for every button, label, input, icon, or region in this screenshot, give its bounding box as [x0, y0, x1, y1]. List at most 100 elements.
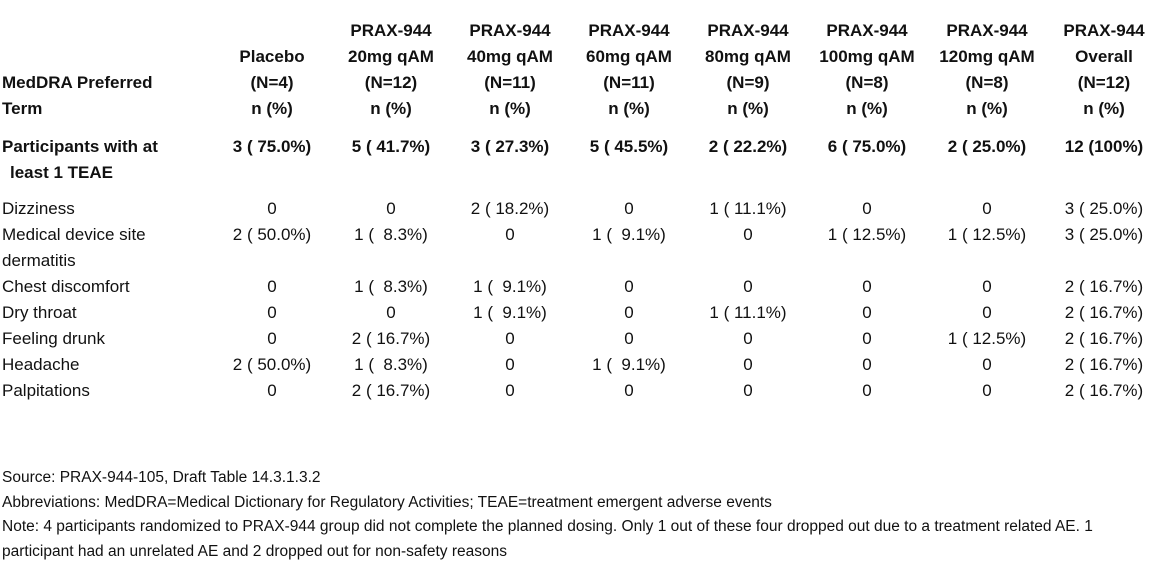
- table-cell: 3 ( 25.0%): [1064, 225, 1144, 244]
- table-cell: 12 (100%): [1064, 137, 1144, 156]
- table-cell: 2 ( 50.0%): [232, 355, 312, 374]
- table-cell: 5 ( 45.5%): [589, 137, 669, 156]
- column-header-line: n (%): [251, 99, 293, 118]
- table-row: Palpitations 0 2 ( 16.7%) 0 0 0 0 0 2 ( …: [0, 378, 1160, 404]
- table-cell: 0: [982, 355, 992, 374]
- table-cell: 0: [862, 303, 872, 322]
- column-header-line: (N=11): [603, 73, 655, 92]
- table-cell: 2 ( 16.7%): [1064, 277, 1144, 296]
- table-row: Dizziness 0 0 2 ( 18.2%) 0 1 ( 11.1%) 0 …: [0, 196, 1160, 222]
- table-cell: 0: [267, 381, 277, 400]
- table-cell: 0: [267, 277, 277, 296]
- column-header-line: 40mg qAM: [467, 47, 553, 66]
- preferred-term: Medical device site dermatitis: [2, 225, 146, 270]
- column-header-line: (N=12): [1077, 73, 1131, 92]
- column-header-120mg: PRAX-944 120mg qAM (N=8) n (%): [926, 18, 1048, 122]
- table-cell: 0: [267, 303, 277, 322]
- column-header-line: (N=4): [250, 73, 294, 92]
- table-cell: 0: [505, 381, 515, 400]
- table-cell: 0: [505, 329, 515, 348]
- column-header-overall: PRAX-944 Overall (N=12) n (%): [1048, 18, 1160, 122]
- table-row: Medical device site dermatitis 2 ( 50.0%…: [0, 222, 1160, 274]
- table-cell: 3 ( 25.0%): [1064, 199, 1144, 218]
- table-cell: 0: [862, 329, 872, 348]
- column-header-line: n (%): [966, 99, 1008, 118]
- summary-row: Participants with at least 1 TEAE 3 ( 75…: [0, 122, 1160, 186]
- table-cell: 1 ( 9.1%): [473, 277, 547, 296]
- column-header-line: 80mg qAM: [705, 47, 791, 66]
- table-cell: 0: [743, 381, 753, 400]
- table-cell: 1 ( 9.1%): [592, 225, 666, 244]
- table-row: Dry throat 0 0 1 ( 9.1%) 0 1 ( 11.1%) 0 …: [0, 300, 1160, 326]
- column-header-line: n (%): [846, 99, 888, 118]
- column-header-60mg: PRAX-944 60mg qAM (N=11) n (%): [570, 18, 688, 122]
- preferred-term: Dry throat: [2, 303, 77, 322]
- preferred-term: Dizziness: [2, 199, 75, 218]
- table-cell: 1 ( 12.5%): [827, 225, 907, 244]
- table-cell: 2 ( 16.7%): [1064, 355, 1144, 374]
- table-cell: 0: [267, 329, 277, 348]
- column-header-line: PRAX-944: [350, 21, 432, 40]
- table-cell: 0: [743, 329, 753, 348]
- table-header-row: MedDRA Preferred Term Placebo (N=4) n (%…: [0, 18, 1160, 122]
- table-cell: 0: [982, 381, 992, 400]
- table-cell: 0: [862, 381, 872, 400]
- table-cell: 1 ( 11.1%): [709, 303, 787, 322]
- table-cell: 1 ( 9.1%): [592, 355, 666, 374]
- column-header-line: n (%): [489, 99, 531, 118]
- table-cell: 0: [743, 277, 753, 296]
- spacer-row: [0, 186, 1160, 196]
- column-header-40mg: PRAX-944 40mg qAM (N=11) n (%): [450, 18, 570, 122]
- table-cell: 3 ( 75.0%): [232, 137, 312, 156]
- column-header-100mg: PRAX-944 100mg qAM (N=8) n (%): [808, 18, 926, 122]
- preferred-term: Feeling drunk: [2, 329, 106, 348]
- table-cell: 1 ( 8.3%): [354, 355, 428, 374]
- column-header-line: PRAX-944: [707, 21, 789, 40]
- column-header-line: 60mg qAM: [586, 47, 672, 66]
- table-cell: 0: [743, 355, 753, 374]
- table-cell: 0: [505, 225, 515, 244]
- footnotes: Source: PRAX-944-105, Draft Table 14.3.1…: [2, 466, 1152, 564]
- column-header-80mg: PRAX-944 80mg qAM (N=9) n (%): [688, 18, 808, 122]
- table-cell: 2 ( 16.7%): [1064, 381, 1144, 400]
- column-header-line: PRAX-944: [588, 21, 670, 40]
- preferred-term: Headache: [2, 355, 80, 374]
- table-cell: 0: [624, 199, 634, 218]
- table-cell: 1 ( 12.5%): [947, 329, 1027, 348]
- column-header-line: PRAX-944: [469, 21, 551, 40]
- column-header-placebo: Placebo (N=4) n (%): [212, 18, 332, 122]
- summary-label-line: least 1 TEAE: [10, 163, 113, 182]
- column-header-line: PRAX-944: [1063, 21, 1145, 40]
- column-header-line: (N=12): [364, 73, 418, 92]
- table-cell: 3 ( 27.3%): [470, 137, 550, 156]
- table-cell: 2 ( 16.7%): [351, 381, 431, 400]
- table-cell: 0: [624, 329, 634, 348]
- dosing-note: Note: 4 participants randomized to PRAX-…: [2, 518, 1093, 560]
- table-cell: 0: [982, 277, 992, 296]
- abbreviations-note: Abbreviations: MedDRA=Medical Dictionary…: [2, 493, 772, 511]
- table-cell: 0: [982, 303, 992, 322]
- table-cell: 2 ( 16.7%): [1064, 329, 1144, 348]
- table-row: Headache 2 ( 50.0%) 1 ( 8.3%) 0 1 ( 9.1%…: [0, 352, 1160, 378]
- column-header-line: (N=8): [965, 73, 1009, 92]
- table-cell: 0: [862, 277, 872, 296]
- term-header-line: Term: [2, 99, 43, 118]
- table-cell: 1 ( 12.5%): [947, 225, 1027, 244]
- column-header-line: (N=8): [845, 73, 889, 92]
- table-cell: 2 ( 50.0%): [232, 225, 312, 244]
- table-cell: 2 ( 25.0%): [947, 137, 1027, 156]
- table-cell: 0: [505, 355, 515, 374]
- column-header-line: n (%): [727, 99, 769, 118]
- column-header-line: (N=9): [726, 73, 770, 92]
- preferred-term: Palpitations: [2, 381, 90, 400]
- summary-label: Participants with at least 1 TEAE: [0, 122, 212, 186]
- table-cell: 1 ( 9.1%): [473, 303, 547, 322]
- column-header-line: Placebo: [239, 47, 305, 66]
- column-header-20mg: PRAX-944 20mg qAM (N=12) n (%): [332, 18, 450, 122]
- table-cell: 1 ( 8.3%): [354, 225, 428, 244]
- adverse-events-table: MedDRA Preferred Term Placebo (N=4) n (%…: [0, 18, 1160, 404]
- column-header-line: n (%): [608, 99, 650, 118]
- column-header-line: n (%): [370, 99, 412, 118]
- table-cell: 1 ( 11.1%): [709, 199, 787, 218]
- table-cell: 0: [624, 277, 634, 296]
